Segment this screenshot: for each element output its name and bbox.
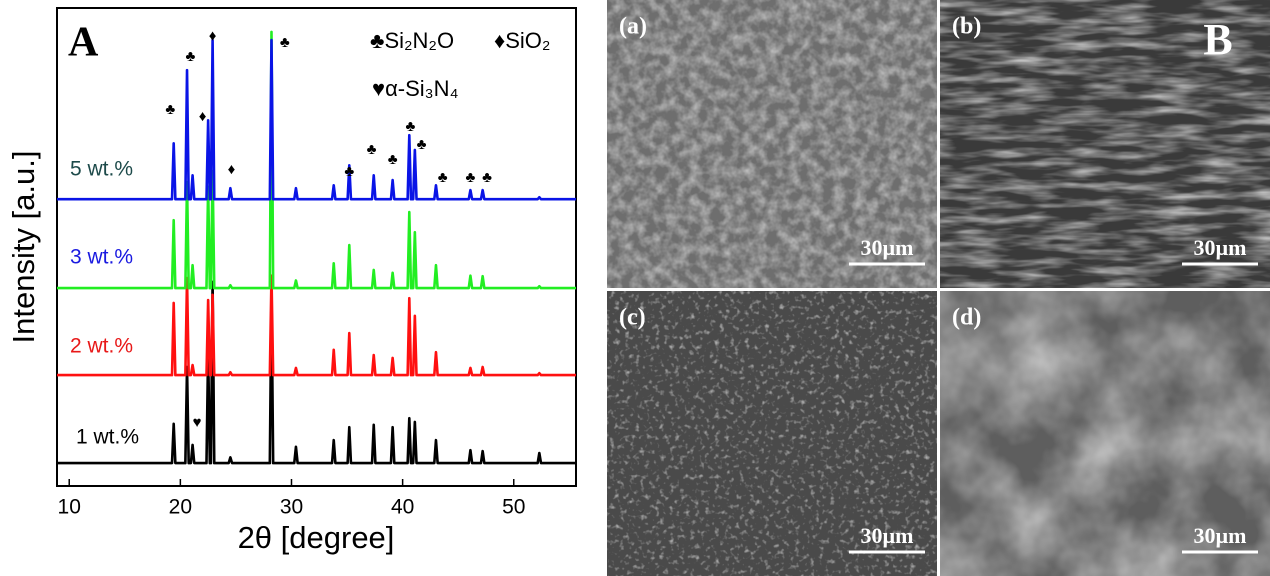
image-label: (c) (619, 305, 646, 331)
series-label: 5 wt.% (70, 158, 133, 181)
legend-entry: ♦SiO₂ (494, 28, 550, 53)
micrographs: (a) 30µm (b) 30µm (c) 30µm (d) 30µm B (607, 0, 1270, 576)
peak-marker: ♣ (438, 169, 448, 186)
panel-label: A (68, 20, 99, 66)
peak-marker: ♣ (417, 136, 427, 153)
x-axis-label: 2θ [degree] (238, 520, 395, 555)
scale-bar-label: 30µm (860, 523, 913, 548)
legend-entry: ♥α-Si₃N₄ (372, 76, 459, 101)
series-label: 2 wt.% (70, 335, 133, 358)
peak-marker: ♣ (388, 151, 398, 168)
peak-marker: ♦ (199, 108, 207, 125)
y-axis-label: Intensity [a.u.] (6, 151, 41, 344)
x-tick-label: 20 (169, 496, 192, 519)
x-tick-label: 50 (502, 496, 525, 519)
xrd-line (57, 40, 576, 199)
image-label: (a) (619, 14, 647, 40)
series-group (57, 32, 576, 463)
xrd-line (57, 32, 576, 288)
peak-marker: ♣ (482, 169, 492, 186)
peak-marker: ♣ (165, 101, 175, 118)
scale-bar-label: 30µm (860, 235, 913, 260)
series-label: 1 wt.% (76, 426, 139, 449)
image-label: (d) (952, 305, 981, 331)
peak-marker: ♣ (344, 163, 354, 180)
x-tick-label: 30 (280, 496, 303, 519)
legend-entry: ♣Si₂N₂O (370, 28, 454, 53)
image-label: (b) (952, 14, 981, 40)
plot-frame (57, 8, 576, 486)
peak-marker: ♣ (367, 141, 377, 158)
xrd-chart: A 2θ [degree] Intensity [a.u.] ♣Si₂N₂O ♦… (6, 8, 576, 555)
x-tick-label: 40 (391, 496, 414, 519)
peak-marker: ♦ (228, 161, 236, 178)
peak-marker: ♣ (280, 34, 290, 51)
peak-marker: ♣ (185, 48, 195, 65)
x-tick-label: 10 (58, 496, 81, 519)
peak-marker: ♦ (209, 28, 217, 45)
figure: A 2θ [degree] Intensity [a.u.] ♣Si₂N₂O ♦… (0, 0, 1270, 576)
series-label: 3 wt.% (70, 246, 133, 269)
scale-bar-label: 30µm (1193, 235, 1246, 260)
scale-bar-label: 30µm (1193, 523, 1246, 548)
panel-label: B (1203, 15, 1232, 64)
xrd-line (57, 276, 576, 375)
peak-marker: ♣ (405, 118, 415, 135)
peak-marker: ♥ (193, 414, 202, 431)
peak-marker: ♣ (465, 169, 475, 186)
